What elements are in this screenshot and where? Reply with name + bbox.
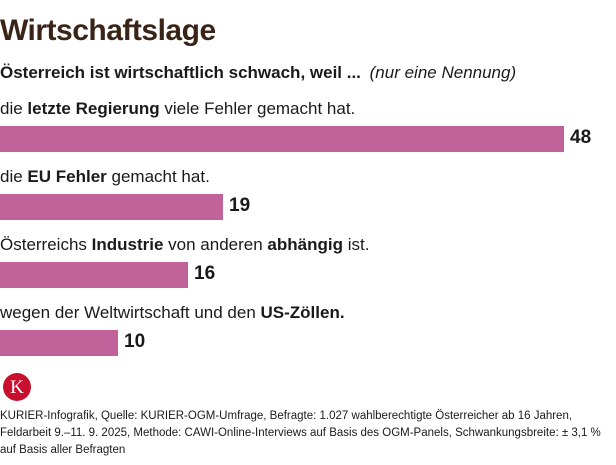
chart-row: wegen der Weltwirtschaft und den US-Zöll… (0, 303, 345, 356)
category-label-text: die (0, 167, 28, 186)
source-note: KURIER-Infografik, Quelle: KURIER-OGM-Um… (0, 410, 601, 456)
category-label-highlight: abhängig (267, 235, 343, 254)
bar (0, 330, 118, 356)
category-label-text: gemacht hat. (106, 167, 210, 186)
value-label: 48 (570, 127, 592, 148)
bar-track: 16 (0, 262, 369, 288)
category-label-highlight: EU Fehler (27, 167, 107, 186)
value-label: 10 (124, 331, 146, 352)
chart-row: die letzte Regierung viele Fehler gemach… (0, 99, 591, 152)
chart-row: die EU Fehler gemacht hat. 19 (0, 167, 250, 220)
category-label: die letzte Regierung viele Fehler gemach… (0, 99, 355, 119)
bar-track: 19 (0, 194, 250, 220)
category-label-text: die (0, 99, 28, 118)
category-label: Österreichs Industrie von anderen abhäng… (0, 235, 369, 255)
bar (0, 126, 564, 152)
kurier-logo-letter: K (10, 376, 24, 398)
category-label-text: von anderen (163, 235, 268, 254)
value-label: 19 (229, 195, 251, 216)
kurier-logo: K (3, 373, 31, 401)
question-text: Österreich ist wirtschaftlich schwach, w… (0, 63, 361, 82)
bar-track: 48 (0, 126, 591, 152)
category-label: die EU Fehler gemacht hat. (0, 167, 210, 187)
value-label: 16 (194, 263, 216, 284)
category-label-highlight: Industrie (91, 235, 164, 254)
bar-track: 10 (0, 330, 345, 356)
chart-subtitle: Österreich ist wirtschaftlich schwach, w… (0, 63, 516, 83)
category-label-text: ist. (342, 235, 370, 254)
category-label-text: wegen der Weltwirtschaft und den (0, 303, 261, 322)
chart-title: Wirtschaftslage (0, 14, 216, 47)
category-label-text: viele Fehler gemacht hat. (159, 99, 356, 118)
category-label-highlight: letzte Regierung (27, 99, 160, 118)
category-label: wegen der Weltwirtschaft und den US-Zöll… (0, 303, 345, 323)
chart-row: Österreichs Industrie von anderen abhäng… (0, 235, 369, 288)
question-note: (nur eine Nennung) (369, 63, 517, 82)
bar (0, 262, 188, 288)
category-label-highlight: US-Zöllen. (260, 303, 345, 322)
bar (0, 194, 223, 220)
category-label-text: Österreichs (0, 235, 92, 254)
